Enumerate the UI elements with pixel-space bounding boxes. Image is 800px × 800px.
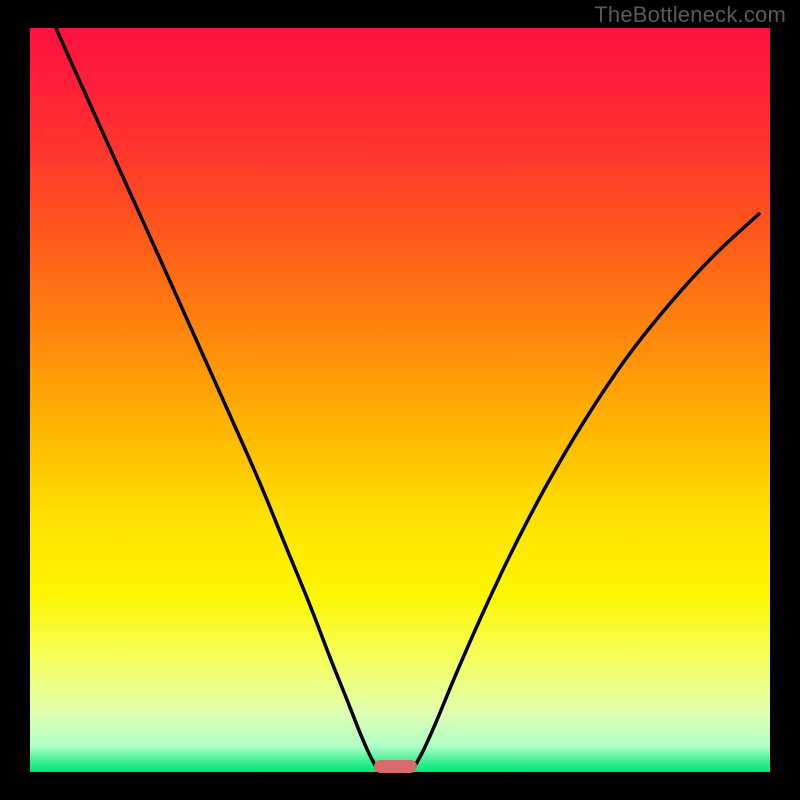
right-curve [415,214,759,766]
left-curve [56,28,376,766]
chart-curves-svg [30,28,770,772]
site-watermark: TheBottleneck.com [594,2,786,28]
valley-marker [374,760,417,773]
chart-frame [30,28,770,772]
